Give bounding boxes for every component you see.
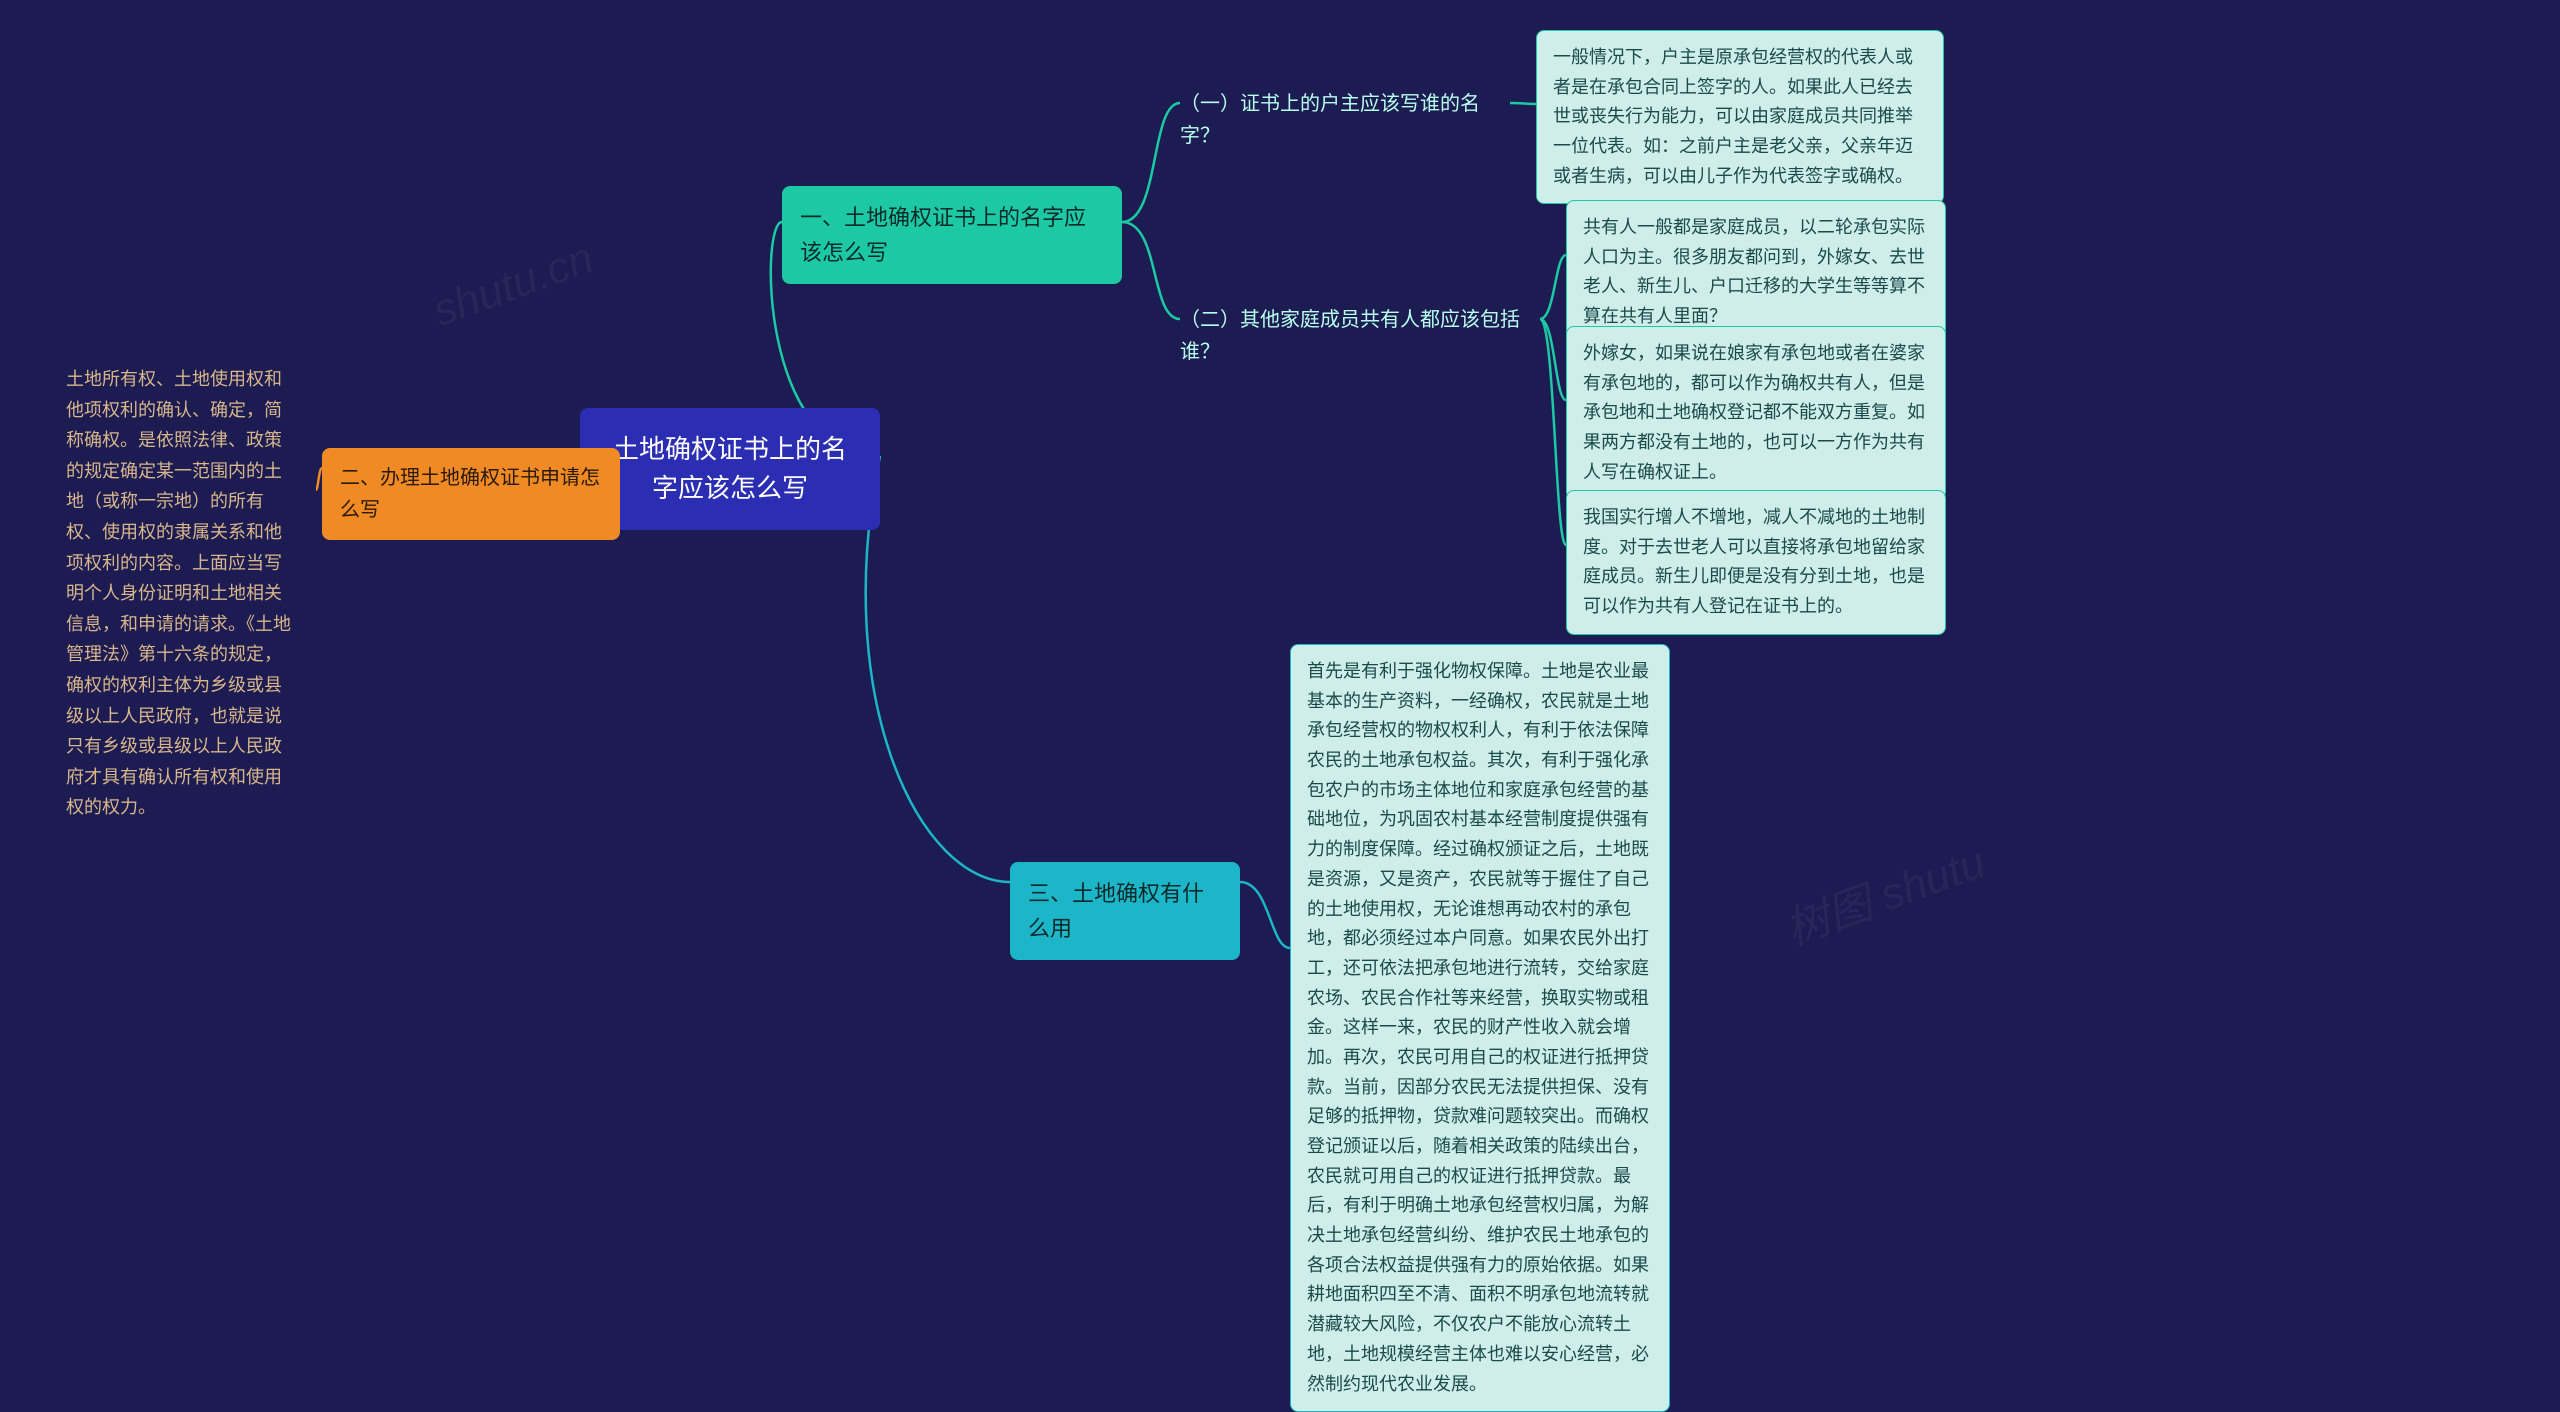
branch-1-sub-1[interactable]: （一）证书上的户主应该写谁的名字？	[1180, 84, 1510, 156]
branch-3[interactable]: 三、土地确权有什么用	[1010, 862, 1240, 960]
root-node[interactable]: 土地确权证书上的名字应该怎么写	[580, 408, 880, 530]
watermark-2: 树图 shutu	[1775, 826, 1992, 957]
branch-1-sub-2-leaf-3: 我国实行增人不增地，减人不减地的土地制度。对于去世老人可以直接将承包地留给家庭成…	[1566, 490, 1946, 635]
branch-3-leaf: 首先是有利于强化物权保障。土地是农业最基本的生产资料，一经确权，农民就是土地承包…	[1290, 644, 1670, 1412]
branch-2-leaf: 土地所有权、土地使用权和他项权利的确认、确定，简称确权。是依照法律、政策的规定确…	[48, 350, 316, 837]
branch-1-sub-1-leaf: 一般情况下，户主是原承包经营权的代表人或者是在承包合同上签字的人。如果此人已经去…	[1536, 30, 1944, 204]
branch-1-sub-2-leaf-2: 外嫁女，如果说在娘家有承包地或者在婆家有承包地的，都可以作为确权共有人，但是承包…	[1566, 326, 1946, 500]
mindmap-connectors	[0, 0, 2560, 1294]
branch-2[interactable]: 二、办理土地确权证书申请怎么写	[322, 448, 620, 540]
watermark-1: shutu.cn	[426, 233, 599, 337]
branch-1-sub-2-leaf-1: 共有人一般都是家庭成员，以二轮承包实际人口为主。很多朋友都问到，外嫁女、去世老人…	[1566, 200, 1946, 345]
branch-1[interactable]: 一、土地确权证书上的名字应该怎么写	[782, 186, 1122, 284]
branch-1-sub-2[interactable]: （二）其他家庭成员共有人都应该包括谁？	[1180, 300, 1540, 372]
